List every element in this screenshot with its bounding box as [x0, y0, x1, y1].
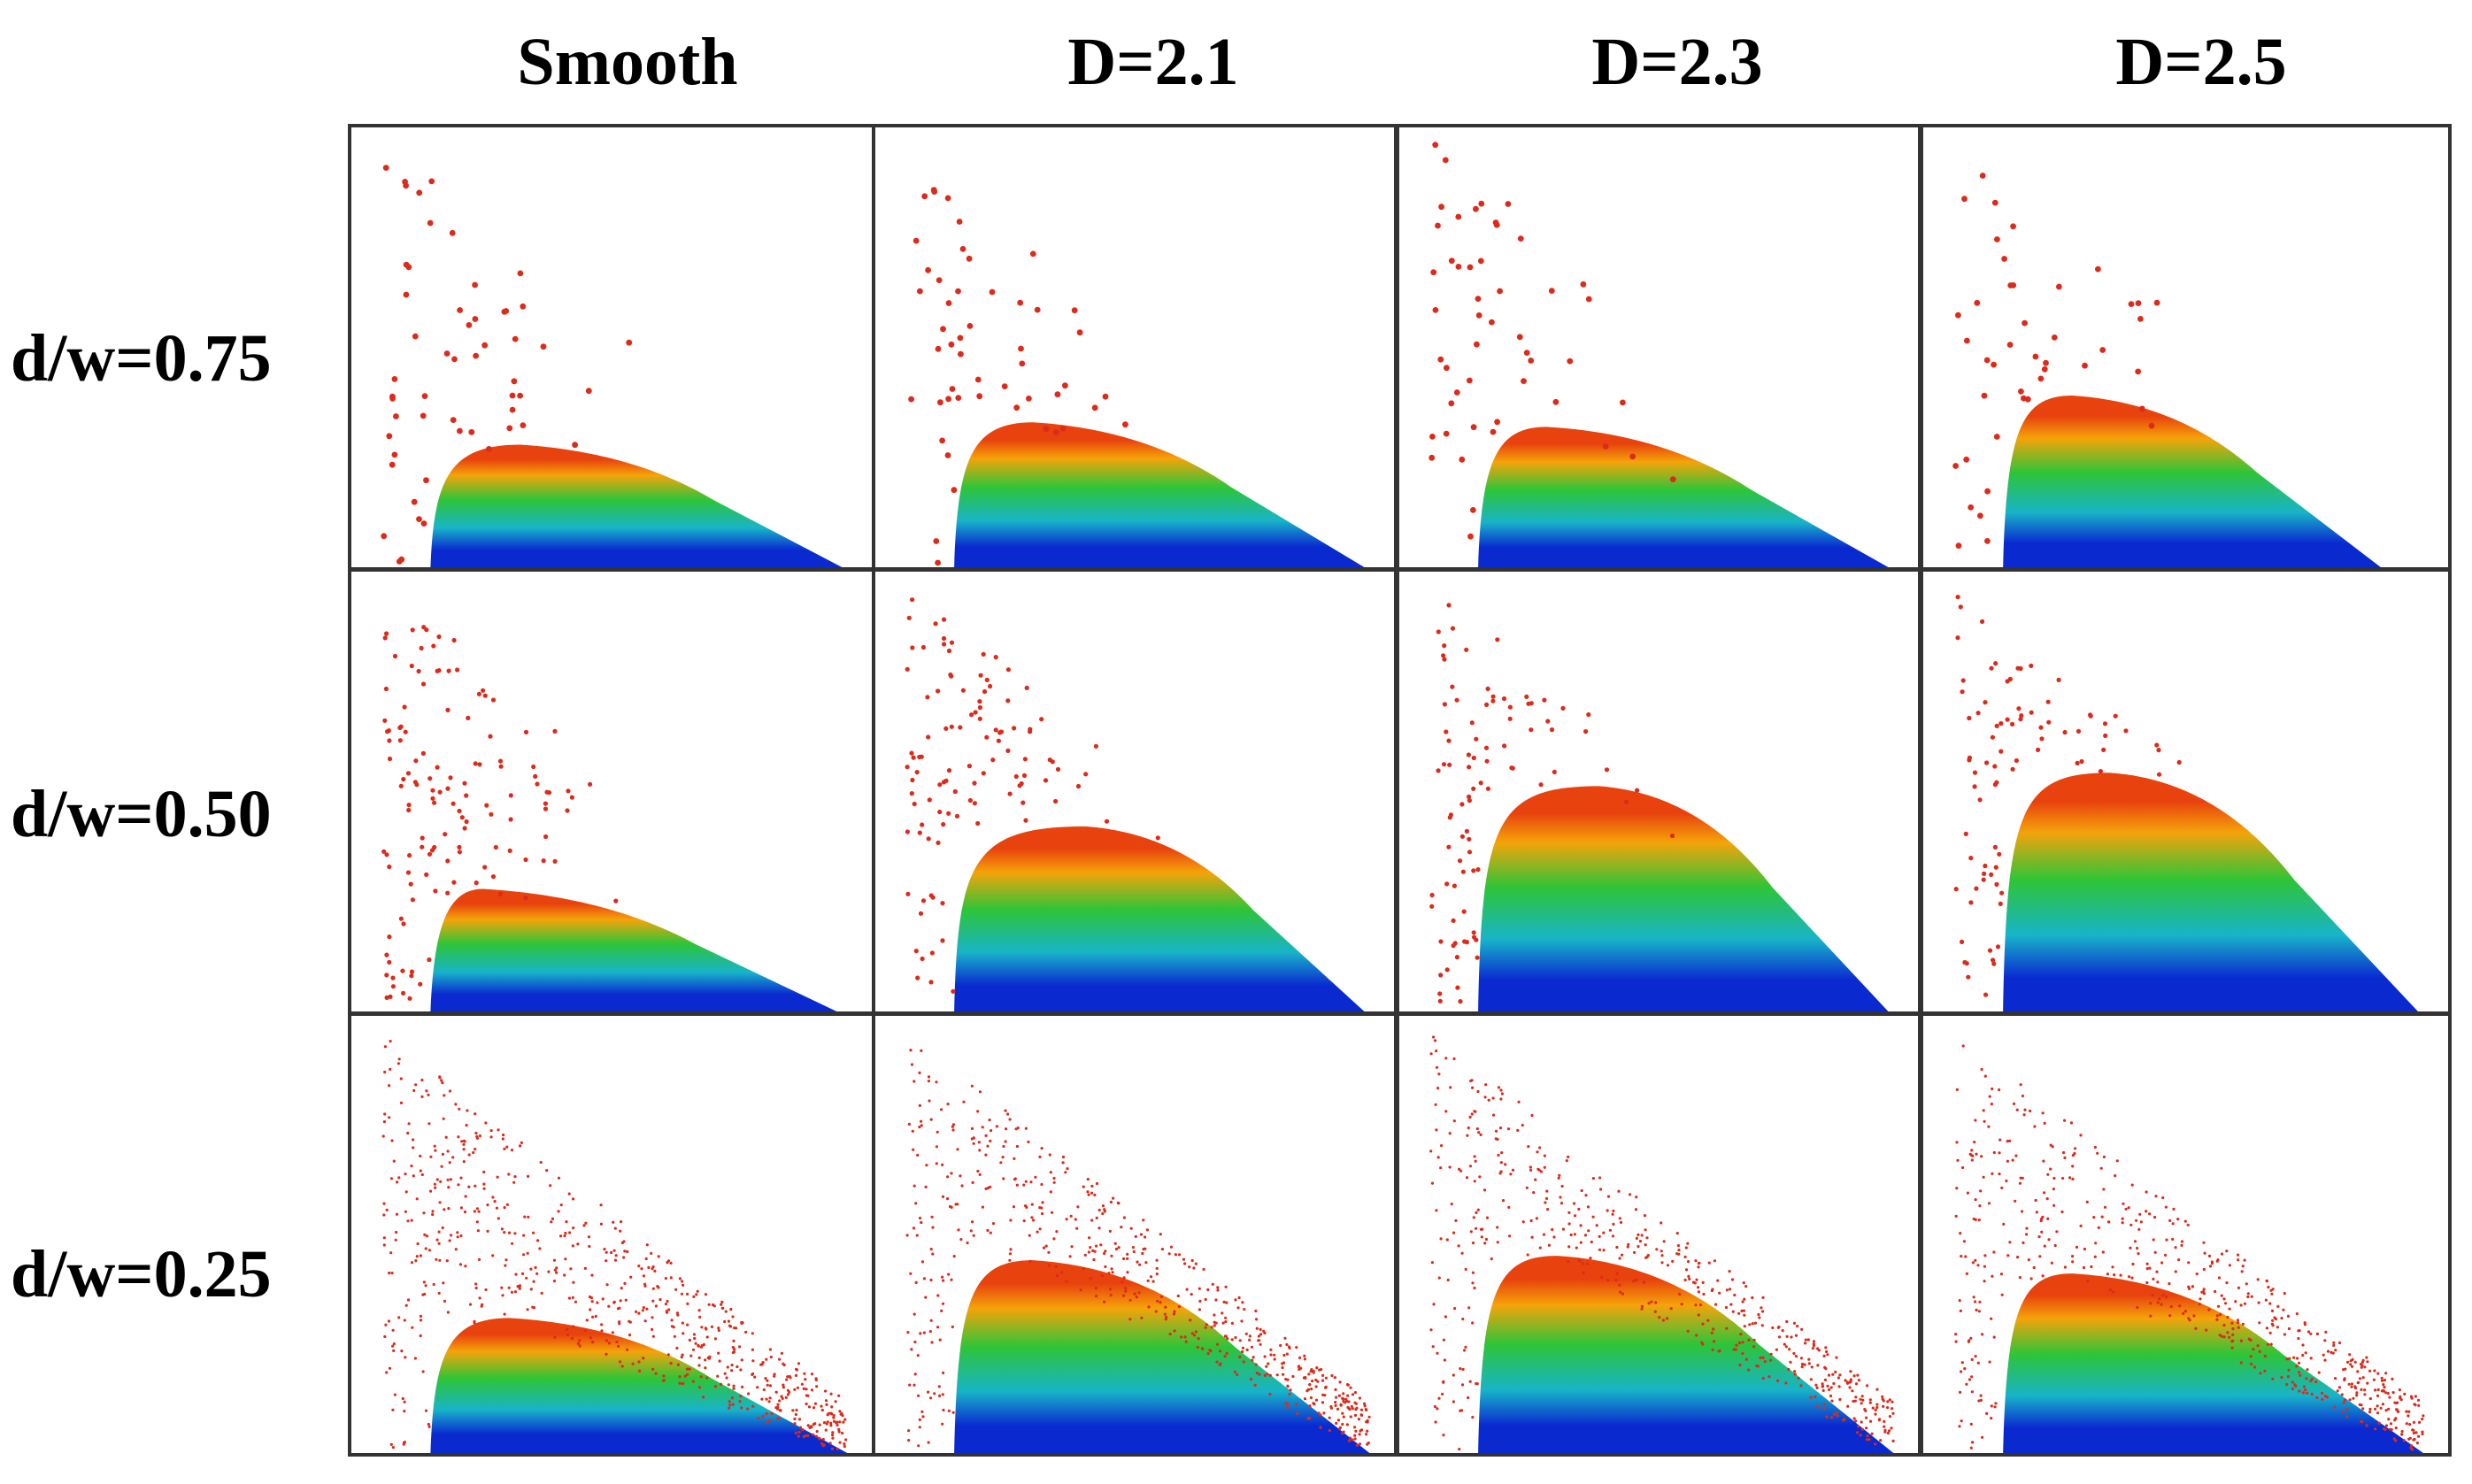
particle-plot — [905, 1049, 1371, 1453]
column-header-d21: D=2.1 — [1067, 25, 1239, 99]
row-header-dw050: d/w=0.50 — [11, 777, 272, 851]
scatter-particles — [381, 625, 619, 1001]
scatter-particles — [1429, 603, 1675, 1004]
scatter-particles — [905, 1049, 1371, 1448]
particle-plot — [1429, 142, 1889, 567]
scatter-particles — [381, 1040, 848, 1450]
particle-plot — [381, 165, 843, 567]
panel-1-2 — [872, 124, 1398, 571]
scatter-particles — [1954, 1044, 2425, 1451]
granular-pile — [954, 422, 1365, 567]
particle-plot — [1429, 603, 1889, 1011]
granular-pile — [2003, 1273, 2423, 1453]
column-header-d25: D=2.5 — [2115, 25, 2287, 99]
granular-pile — [2003, 773, 2418, 1011]
scatter-particles — [1429, 142, 1676, 540]
scatter-particles — [1429, 1035, 1895, 1451]
granular-pile — [954, 1260, 1370, 1453]
scatter-particles — [908, 187, 1128, 566]
granular-pile — [430, 1318, 848, 1453]
panel-1-1 — [348, 124, 875, 571]
granular-pile — [1478, 427, 1889, 567]
scatter-particles — [1953, 595, 2182, 997]
particle-plot — [908, 187, 1365, 567]
particle-plot — [905, 597, 1365, 1011]
granular-pile — [954, 826, 1365, 1011]
particle-plot — [1953, 595, 2418, 1011]
particle-plot — [381, 625, 837, 1011]
panel-3-4 — [1920, 1012, 2452, 1457]
particle-plot — [1429, 1035, 1895, 1453]
particle-plot — [381, 1040, 848, 1453]
scatter-particles — [1952, 173, 2160, 550]
panel-3-3 — [1396, 1012, 1921, 1457]
granular-pile — [2003, 396, 2381, 567]
scatter-particles — [381, 165, 633, 565]
panel-2-4 — [1920, 568, 2452, 1015]
particle-plot — [1954, 1044, 2425, 1453]
panel-3-2 — [872, 1012, 1398, 1457]
granular-pile — [1478, 1256, 1894, 1453]
panel-1-3 — [1396, 124, 1921, 571]
column-header-smooth: Smooth — [517, 25, 738, 99]
column-header-d23: D=2.3 — [1591, 25, 1763, 99]
scatter-particles — [905, 597, 1160, 994]
panel-2-1 — [348, 568, 875, 1015]
row-header-dw025: d/w=0.25 — [11, 1237, 272, 1311]
row-header-dw075: d/w=0.75 — [11, 321, 272, 396]
panel-3-1 — [348, 1012, 875, 1457]
granular-pile — [430, 444, 843, 567]
particle-plot — [1952, 173, 2381, 567]
panel-1-4 — [1920, 124, 2452, 571]
panel-2-2 — [872, 568, 1398, 1015]
granular-pile — [1478, 786, 1889, 1011]
granular-pile — [430, 888, 837, 1011]
panel-2-3 — [1396, 568, 1921, 1015]
